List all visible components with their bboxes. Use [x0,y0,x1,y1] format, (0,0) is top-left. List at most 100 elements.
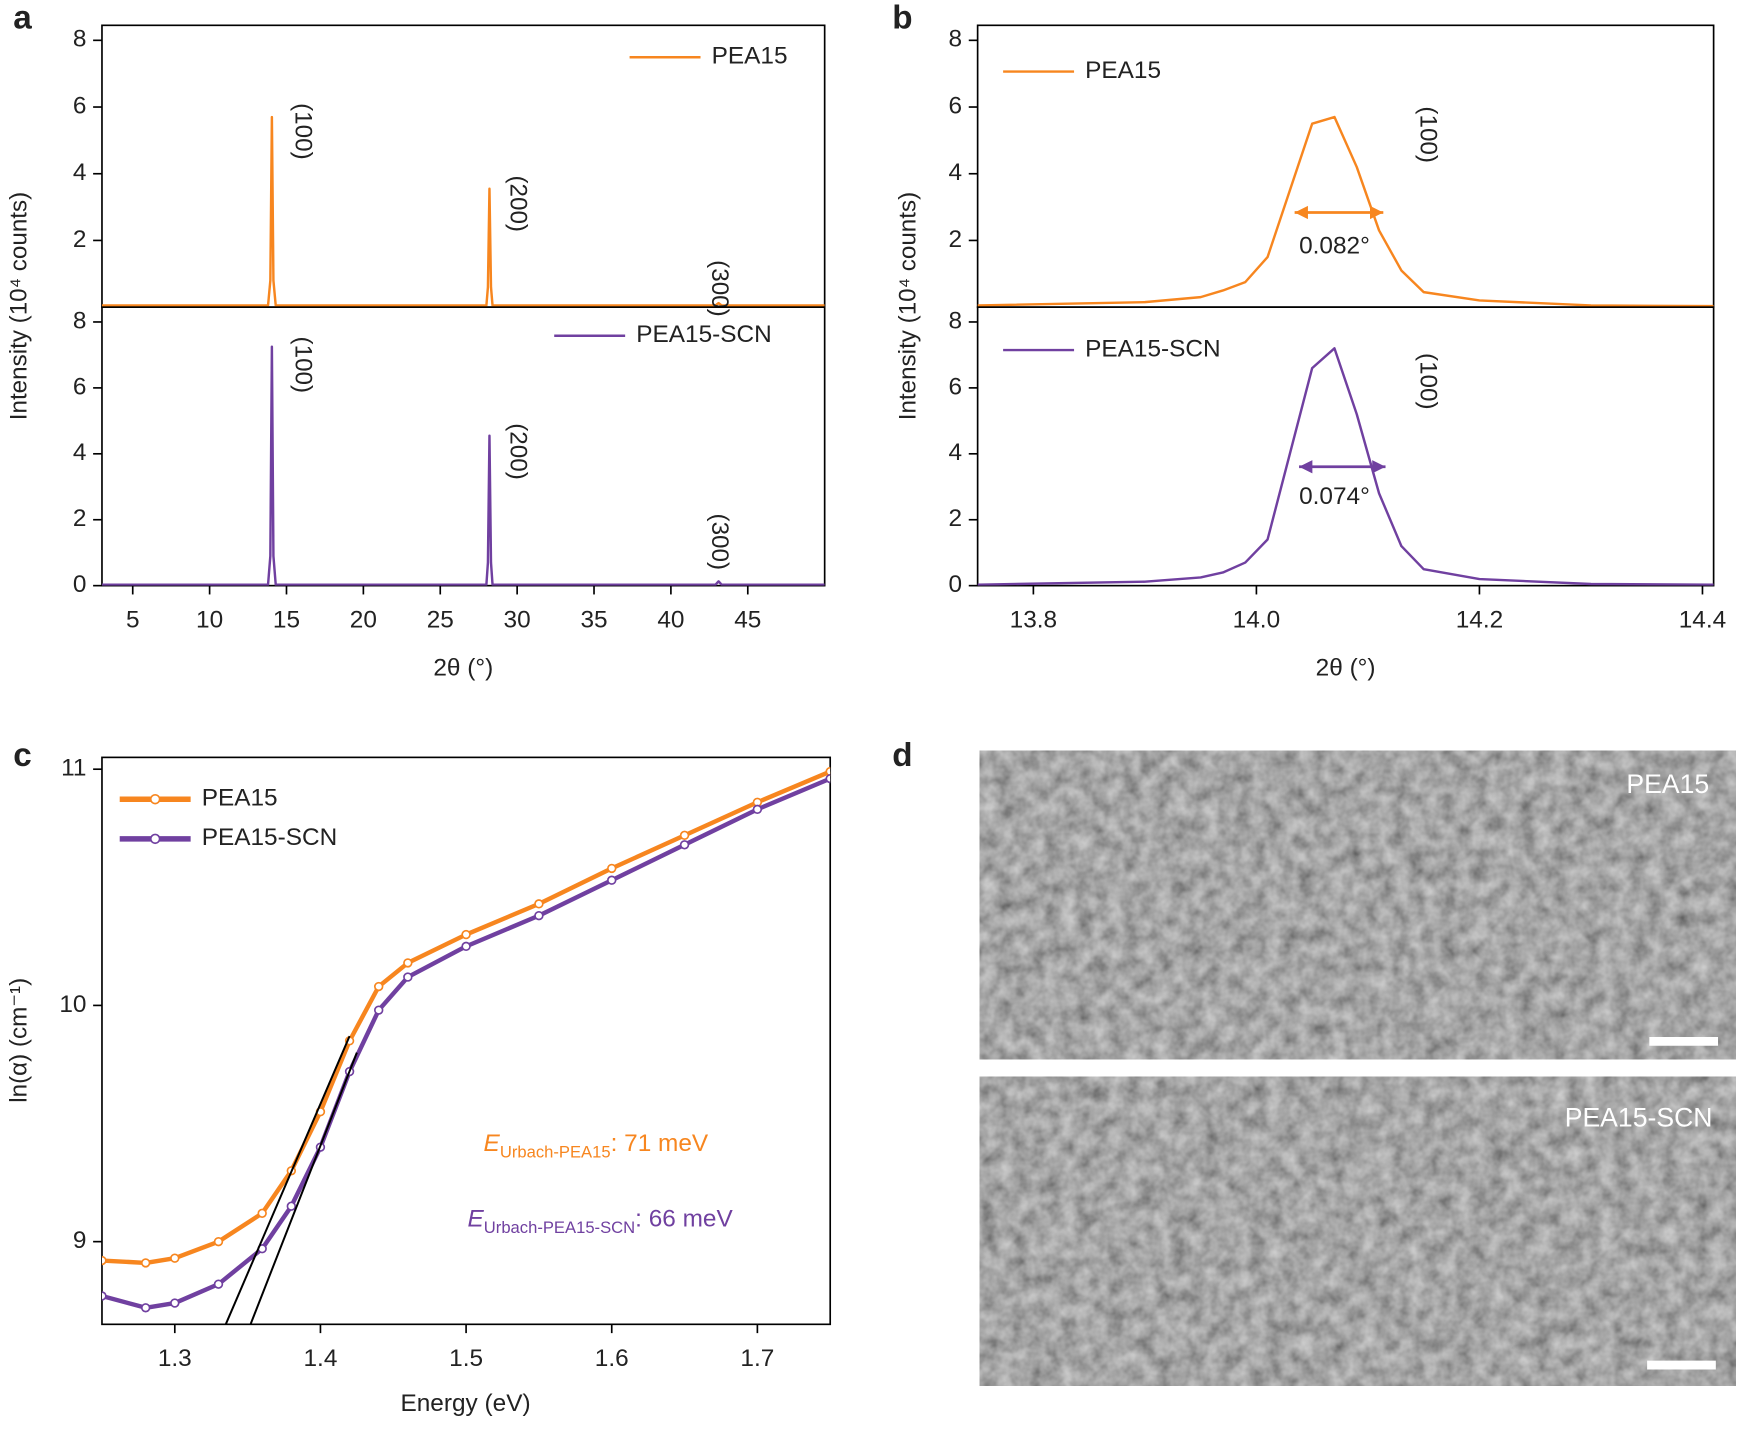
data-point [607,863,617,874]
legend-marker [149,793,161,805]
x-tick-label: 14.4 [1679,606,1726,633]
y-tick-label: 2 [949,505,963,532]
data-point [101,1291,107,1301]
data-line [977,115,1714,308]
data-point [257,1208,267,1218]
legend-label: PEA15-SCN [202,824,338,851]
y-tick-label: 10 [59,991,86,1018]
data-line [101,769,831,1266]
data-point [825,766,831,777]
panel-label: c [13,737,32,774]
x-tick-label: 1.6 [595,1345,629,1372]
fit-line [249,1052,358,1325]
y-tick-label: 8 [73,307,87,334]
plot-area [101,766,831,1325]
data-line [101,345,825,586]
y-axis-label: Intensity (10⁴ counts) [894,192,921,420]
x-tick-label: 1.4 [303,1345,337,1372]
x-tick-label: 1.5 [449,1345,483,1372]
x-axis-label: 2θ (°) [1316,655,1376,682]
legend-label: PEA15 [712,43,788,70]
data-point [825,773,831,784]
data-point [140,1303,151,1313]
annotation: (200) [505,175,532,232]
arrow-head [1299,460,1313,474]
y-tick-label: 2 [73,226,87,253]
y-axis-label: ln(α) (cm⁻¹) [5,978,32,1103]
panel-label: b [892,0,912,37]
image-label: PEA15 [1626,769,1709,799]
x-tick-label: 5 [126,606,140,633]
plot-area [101,115,825,307]
annotation: (300) [706,514,733,571]
annotation-subscript: Urbach-PEA15-SCN [484,1219,635,1238]
data-point [607,875,617,885]
y-tick-label: 8 [949,307,963,334]
y-tick-label: 9 [73,1227,87,1254]
annotation-text: : 66 meV [635,1206,733,1233]
y-tick-label: 4 [73,439,87,466]
arrow-head [1294,205,1308,220]
arrow-head [1372,460,1386,474]
x-axis-label: Energy (eV) [400,1390,530,1417]
data-point [373,1005,384,1015]
y-tick-label: 2 [73,505,87,532]
data-point [752,804,763,815]
data-line [977,347,1714,586]
legend-marker [149,833,161,845]
data-point [403,958,413,968]
plot-frame [976,306,1715,587]
fit-line [224,1035,351,1325]
panel-label: a [13,0,32,37]
y-tick-label: 0 [73,571,87,598]
data-point [213,1279,224,1289]
legend-label: PEA15-SCN [1085,336,1221,363]
image-label: PEA15-SCN [1565,1103,1713,1133]
y-tick-label: 6 [73,373,87,400]
data-point [679,830,690,841]
x-tick-label: 15 [273,606,300,633]
annotation: (100) [289,103,316,160]
data-point [140,1258,151,1268]
y-axis-label: Intensity (10⁴ counts) [5,192,32,420]
sem-image [979,1076,1736,1386]
legend-label: PEA15 [1085,57,1161,84]
x-tick-label: 14.2 [1456,606,1503,633]
annotation: (200) [505,423,532,480]
annotation: (100) [1415,353,1442,410]
x-tick-label: 40 [657,606,684,633]
y-tick-label: 0 [949,571,963,598]
data-point [170,1298,180,1308]
sem-image [979,750,1736,1060]
annotation: (100) [1415,106,1442,163]
x-tick-label: 1.7 [740,1345,774,1372]
x-tick-label: 30 [504,606,531,633]
data-point [534,910,544,921]
annotation: 0.082° [1299,233,1370,260]
y-tick-label: 6 [73,93,87,120]
data-point [679,840,690,850]
x-axis-label: 2θ (°) [433,655,493,682]
y-tick-label: 6 [949,373,963,400]
x-tick-label: 35 [580,606,607,633]
panel-label: d [892,737,912,774]
annotation: (100) [289,337,316,394]
plot-area [977,347,1714,586]
data-point [286,1201,297,1211]
annotation: EUrbach-PEA15: 71 meV [484,1130,709,1162]
annotation-symbol: E [484,1130,501,1157]
x-tick-label: 10 [196,606,223,633]
data-point [170,1253,180,1263]
plot-area [101,345,825,586]
data-point [373,981,384,992]
data-point [213,1236,224,1247]
y-tick-label: 4 [73,159,87,186]
data-point [101,1255,107,1266]
data-point [534,899,544,909]
x-tick-label: 13.8 [1010,606,1057,633]
annotation-text: : 71 meV [611,1130,709,1157]
annotation-subscript: Urbach-PEA15 [500,1143,611,1162]
y-tick-label: 4 [949,159,963,186]
data-point [461,929,471,940]
